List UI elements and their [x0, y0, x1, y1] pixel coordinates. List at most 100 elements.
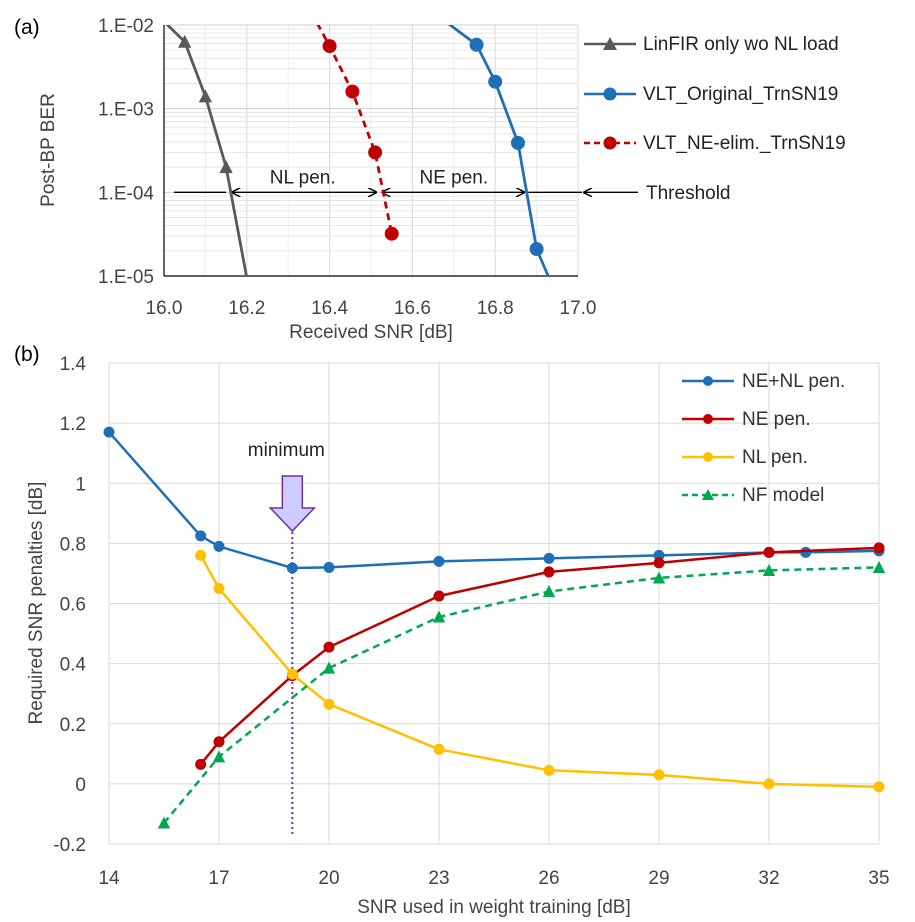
x-tick-label: 20 — [318, 868, 339, 889]
data-point-ne-nl-pen — [103, 426, 115, 438]
x-tick-label: 29 — [648, 868, 669, 889]
chart-b-grid — [108, 362, 880, 845]
data-point-ne-nl-pen — [213, 540, 225, 552]
series-line-nf-model — [163, 566, 880, 824]
panel-label-b: (b) — [14, 343, 40, 366]
threshold-label: Threshold — [646, 183, 731, 204]
chart-a: (a) 16.0 16.2 16.4 16.6 16.8 17.0 1.E-021.E-0… — [14, 16, 846, 343]
legend-label-ne-nl: NE+NL pen. — [742, 371, 845, 392]
series-line-ne-pen — [199, 546, 880, 766]
chart-a-annotations: NL pen. NE pen. Threshold — [174, 167, 731, 204]
data-point-ne-pen — [195, 758, 207, 770]
legend-label-nf-model: NF model — [742, 485, 824, 506]
data-point-ne-pen — [873, 542, 885, 554]
data-point-ne-pen — [763, 546, 775, 558]
chart-a-x-ticks: 16.0 16.2 16.4 16.6 16.8 17.0 — [146, 298, 597, 319]
data-point-linfir-only-wo-nl-load — [178, 34, 192, 48]
y-tick-label: 1.E-03 — [98, 100, 154, 121]
data-point-nf-model — [432, 610, 446, 623]
data-point-nf-model — [542, 584, 556, 597]
nl-penalty-label: NL pen. — [270, 167, 336, 188]
data-point-ne-nl-pen — [800, 546, 812, 558]
data-point-nl-pen — [653, 769, 665, 781]
data-point-ne-nl-pen — [286, 562, 298, 574]
x-tick-label: 17.0 — [560, 298, 597, 319]
data-point-nl-pen — [763, 778, 775, 790]
data-point-vlt-ne-elim-trnsn19 — [322, 39, 337, 54]
x-tick-label: 16.4 — [311, 298, 348, 319]
chart-b-y-ticks: -0.2 0 0.2 0.4 0.6 0.8 1 1.2 1.4 — [53, 354, 86, 856]
data-point-vlt-ne-elim-trnsn19 — [384, 226, 399, 241]
data-point-vlt-ne-elim-trnsn19 — [368, 145, 383, 160]
minimum-label: minimum — [248, 440, 325, 461]
x-tick-label: 17 — [208, 868, 229, 889]
data-point-ne-pen — [213, 736, 225, 748]
x-tick-label: 14 — [98, 868, 120, 889]
legend-item-linfir: LinFIR only wo NL load — [584, 34, 839, 55]
y-tick-label: 0.8 — [60, 534, 86, 555]
chart-b: (b) 14 17 20 23 26 29 32 35 -0.2 0 0.2 0.4 0.6 0.8 1 1… — [14, 343, 890, 918]
y-tick-label: 1.E-04 — [98, 183, 154, 204]
data-point-nf-model — [762, 563, 776, 576]
chart-a-xlabel: Received SNR [dB] — [289, 322, 453, 343]
data-point-nl-pen — [433, 743, 445, 755]
data-point-ne-pen — [653, 557, 665, 569]
x-tick-label: 16.8 — [477, 298, 514, 319]
data-point-ne-pen — [433, 590, 445, 602]
data-point-nf-model — [157, 816, 171, 829]
data-point-ne-nl-pen — [653, 549, 665, 561]
chart-b-legend: NE+NL pen. NE pen. NL pen. NF model — [682, 371, 845, 506]
minimum-arrow — [268, 475, 317, 533]
data-point-nf-model — [872, 560, 886, 573]
data-point-ne-pen — [323, 641, 335, 653]
data-point-vlt-ne-elim-trnsn19 — [345, 84, 360, 99]
chart-a-legend: LinFIR only wo NL load VLT_Original_TrnS… — [584, 34, 846, 154]
data-point-nf-model — [322, 661, 336, 674]
chart-b-x-ticks: 14 17 20 23 26 29 32 35 — [98, 868, 889, 889]
chart-b-ylabel: Required SNR penalties [dB] — [26, 482, 47, 725]
data-point-nf-model — [652, 571, 666, 584]
series-line-nl-pen — [199, 554, 880, 789]
data-point-nl-pen — [543, 764, 555, 776]
data-point-nl-pen — [286, 668, 298, 680]
x-tick-label: 32 — [758, 868, 779, 889]
chart-b-xlabel: SNR used in weight training [dB] — [357, 897, 631, 918]
x-tick-label: 26 — [538, 868, 559, 889]
legend-label-linfir: LinFIR only wo NL load — [643, 34, 839, 55]
x-tick-label: 23 — [428, 868, 449, 889]
ne-penalty-label: NE pen. — [419, 167, 488, 188]
y-tick-label: 0 — [75, 775, 86, 796]
panel-label-a: (a) — [14, 16, 40, 39]
series-line-vlt-ne-elim-trnsn19 — [316, 25, 394, 234]
data-point-vlt-original-trnsn19 — [488, 74, 503, 89]
chart-a-series — [165, 25, 550, 276]
y-tick-label: 1.4 — [60, 354, 87, 375]
chart-a-axes — [163, 25, 578, 277]
chart-a-ylabel: Post-BP BER — [38, 93, 59, 207]
x-tick-label: 16.6 — [394, 298, 431, 319]
x-tick-label: 35 — [868, 868, 889, 889]
legend-label-vlt-original: VLT_Original_TrnSN19 — [643, 84, 838, 105]
data-point-nl-pen — [873, 781, 885, 793]
data-point-linfir-only-wo-nl-load — [219, 160, 233, 174]
legend-label-vlt-ne-elim: VLT_NE-elim._TrnSN19 — [643, 133, 846, 154]
data-point-ne-nl-pen — [433, 555, 445, 567]
data-point-nl-pen — [323, 698, 335, 710]
data-point-linfir-only-wo-nl-load — [198, 89, 213, 103]
legend-label-ne: NE pen. — [742, 409, 811, 430]
data-point-vlt-original-trnsn19 — [510, 135, 525, 150]
y-tick-label: 1.E-02 — [98, 16, 154, 37]
series-line-vlt-original-trnsn19 — [447, 25, 550, 276]
data-point-ne-nl-pen — [323, 561, 335, 573]
y-tick-label: 0.4 — [60, 655, 87, 676]
data-point-vlt-original-trnsn19 — [469, 37, 484, 52]
y-tick-label: 0.6 — [60, 595, 86, 616]
chart-a-y-ticks: 1.E-02 1.E-03 1.E-04 1.E-05 — [98, 16, 154, 288]
legend-item-vlt-original: VLT_Original_TrnSN19 — [584, 84, 838, 105]
legend-item-vlt-ne-elim: VLT_NE-elim._TrnSN19 — [584, 133, 846, 154]
y-tick-label: 1.E-05 — [98, 267, 154, 288]
data-point-nl-pen — [213, 582, 225, 594]
y-tick-label: -0.2 — [53, 835, 86, 856]
y-tick-label: 0.2 — [60, 715, 86, 736]
data-point-ne-nl-pen — [195, 530, 207, 542]
